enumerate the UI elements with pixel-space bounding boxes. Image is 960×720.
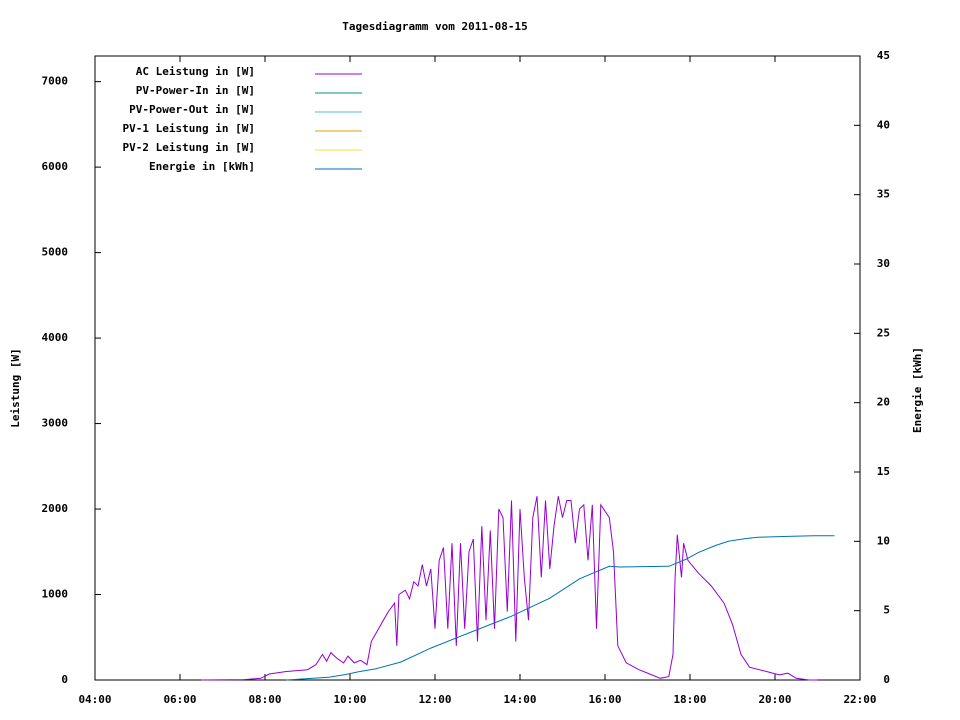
legend-label: PV-2 Leistung in [W] xyxy=(123,141,255,154)
legend-label: PV-Power-Out in [W] xyxy=(129,103,255,116)
legend-label: Energie in [kWh] xyxy=(149,160,255,173)
x-tick-label: 16:00 xyxy=(588,693,621,706)
y2-tick-label: 25 xyxy=(877,326,890,339)
y2-tick-label: 40 xyxy=(877,118,890,131)
x-tick-label: 14:00 xyxy=(503,693,536,706)
y2-tick-label: 30 xyxy=(877,257,890,270)
y-tick-label: 1000 xyxy=(42,588,69,601)
x-tick-label: 10:00 xyxy=(333,693,366,706)
y-axis-label: Leistung [W] xyxy=(9,348,22,427)
y2-tick-label: 5 xyxy=(883,604,890,617)
y2-axis-label: Energie [kWh] xyxy=(911,347,924,433)
y2-tick-label: 20 xyxy=(877,396,890,409)
y-tick-label: 0 xyxy=(61,673,68,686)
series-line xyxy=(201,496,818,681)
x-tick-label: 22:00 xyxy=(843,693,876,706)
x-tick-label: 08:00 xyxy=(248,693,281,706)
legend-label: PV-Power-In in [W] xyxy=(136,84,255,97)
y2-tick-label: 15 xyxy=(877,465,890,478)
x-tick-label: 04:00 xyxy=(78,693,111,706)
y2-tick-label: 35 xyxy=(877,188,890,201)
y-tick-label: 2000 xyxy=(42,502,69,515)
y2-tick-label: 0 xyxy=(883,673,890,686)
y-tick-label: 5000 xyxy=(42,246,69,259)
series-line xyxy=(286,535,835,681)
y2-tick-label: 45 xyxy=(877,49,890,62)
y-tick-label: 4000 xyxy=(42,331,69,344)
x-tick-label: 06:00 xyxy=(163,693,196,706)
x-tick-label: 20:00 xyxy=(758,693,791,706)
y-tick-label: 6000 xyxy=(42,160,69,173)
legend-label: PV-1 Leistung in [W] xyxy=(123,122,255,135)
chart-title: Tagesdiagramm vom 2011-08-15 xyxy=(342,20,527,33)
x-tick-label: 18:00 xyxy=(673,693,706,706)
plot-frame xyxy=(94,55,861,681)
y2-tick-label: 10 xyxy=(877,534,890,547)
y-tick-label: 3000 xyxy=(42,417,69,430)
legend-label: AC Leistung in [W] xyxy=(136,65,255,78)
y-tick-label: 7000 xyxy=(42,75,69,88)
x-tick-label: 12:00 xyxy=(418,693,451,706)
